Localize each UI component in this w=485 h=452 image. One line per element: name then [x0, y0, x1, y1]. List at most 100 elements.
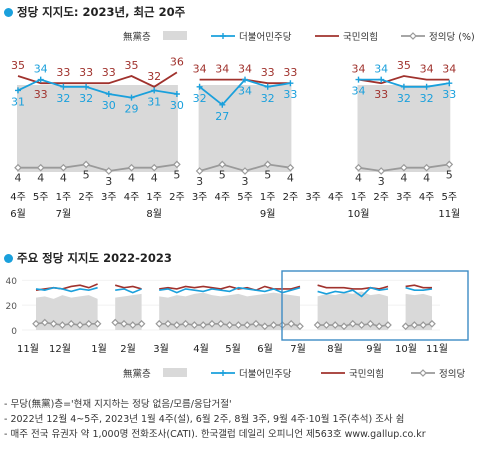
justice-point [67, 319, 76, 328]
justice-point [137, 319, 146, 328]
week-tick-label: 4주 [215, 192, 231, 203]
top-chart: 無黨층 더불어민주당 국민의힘 정의당 (%)31354343343233432335… [10, 31, 475, 220]
ppp-line [358, 75, 450, 85]
justice-point [128, 321, 137, 329]
justice-data-label: 5 [446, 168, 453, 181]
dem-data-label: 34 [352, 85, 366, 98]
week-tick-label: 3주 [305, 192, 321, 203]
justice-point [401, 322, 410, 331]
justice-point [155, 319, 164, 328]
week-tick-label: 3주 [101, 192, 117, 203]
justice-point [331, 321, 340, 329]
justice-point [104, 167, 113, 175]
week-tick-label: 4주 [419, 192, 435, 203]
dem-line [35, 286, 98, 293]
dem-data-label: 32 [79, 92, 93, 105]
justice-point [82, 160, 90, 169]
legend-label: 더불어민주당 [239, 369, 292, 380]
justice-data-label: 3 [105, 175, 112, 188]
dem-data-label: 34 [374, 63, 388, 76]
legend-item: 더불어민주당 [211, 32, 292, 43]
dem-data-label: 32 [193, 92, 207, 105]
month-tick-label: 11월 [426, 343, 448, 355]
week-tick-label: 1주 [146, 192, 162, 203]
month-tick-label: 10월 [348, 208, 370, 220]
justice-data-label: 3 [242, 175, 249, 188]
justice-point [218, 160, 227, 169]
justice-point [76, 321, 84, 329]
dem-point [173, 91, 180, 97]
diamond-marker-icon [419, 369, 427, 377]
legend-swatch-nonparty [163, 368, 187, 377]
month-tick-label: 9월 [260, 208, 276, 220]
ppp-data-label: 32 [147, 70, 161, 83]
dem-data-label: 32 [420, 92, 434, 105]
nonparty-area [115, 293, 142, 330]
justice-point [375, 322, 384, 331]
dem-point [400, 83, 407, 90]
justice-point [181, 319, 190, 328]
dem-point [105, 91, 112, 97]
dem-point [15, 87, 21, 94]
dem-line [405, 286, 433, 291]
justice-data-label: 3 [196, 175, 203, 188]
justice-data-label: 5 [219, 168, 226, 181]
justice-point [127, 163, 136, 172]
justice-point [93, 319, 102, 328]
legend-label: 국민의힘 [343, 32, 378, 43]
justice-point [84, 319, 93, 328]
dem-point [355, 76, 362, 83]
footnotes: - 무당(無黨)층='현재 지지하는 정당 없음/모름/응답거절' - 2022… [4, 397, 426, 442]
dem-point [264, 83, 271, 90]
justice-point [287, 319, 296, 328]
justice-point [59, 163, 68, 172]
justice-data-label: 4 [15, 172, 22, 185]
ppp-line [17, 71, 178, 88]
dem-data-label: 32 [397, 92, 411, 105]
justice-data-label: 4 [151, 172, 158, 185]
recent-weeks-highlight-box [281, 270, 469, 341]
dem-point [196, 83, 203, 90]
justice-point [14, 163, 22, 172]
week-tick-label: 2주 [78, 192, 94, 203]
dem-data-label: 33 [442, 88, 456, 101]
dem-point [423, 83, 430, 90]
bottom-chart-title: 주요 정당 지지도 2022-2023 [4, 250, 172, 266]
week-tick-label: 4주 [328, 192, 344, 203]
month-tick-label: 3월 [153, 343, 169, 355]
justice-point [225, 321, 234, 329]
dem-point [378, 76, 385, 83]
legend-item: 국민의힘 [315, 32, 378, 43]
legend-label: 더불어민주당 [239, 32, 292, 43]
y-tick-label: 0 [11, 327, 17, 337]
legend-label: 정의당 (%) [429, 32, 475, 43]
justice-point [354, 163, 363, 172]
justice-point [190, 321, 199, 329]
justice-line [115, 321, 142, 326]
dem-data-label: 31 [147, 95, 161, 108]
top-chart-title: 정당 지지도: 2023년, 최근 20주 [4, 4, 185, 20]
justice-point [313, 321, 322, 329]
nonparty-area [159, 292, 300, 330]
justice-data-label: 3 [378, 175, 385, 188]
justice-point [263, 160, 272, 169]
justice-point [40, 318, 49, 327]
month-tick-label: 7월 [290, 343, 306, 355]
month-tick-label: 1월 [91, 343, 107, 355]
legend-item: 더불어민주당 [211, 369, 292, 380]
justice-point [357, 321, 366, 329]
ppp-data-label: 33 [34, 88, 48, 101]
diamond-marker-icon [409, 32, 417, 40]
month-tick-label: 8월 [146, 208, 162, 220]
ppp-data-label: 33 [283, 66, 297, 79]
week-tick-label: 5주 [33, 192, 49, 203]
justice-point [172, 321, 181, 329]
justice-point [36, 163, 45, 172]
nonparty-area [198, 85, 292, 172]
week-tick-label: 3주 [192, 192, 208, 203]
justice-point [400, 163, 408, 172]
dem-line [317, 286, 389, 298]
ppp-line [114, 284, 142, 290]
ppp-data-label: 34 [238, 63, 252, 76]
dem-data-label: 30 [170, 99, 184, 112]
